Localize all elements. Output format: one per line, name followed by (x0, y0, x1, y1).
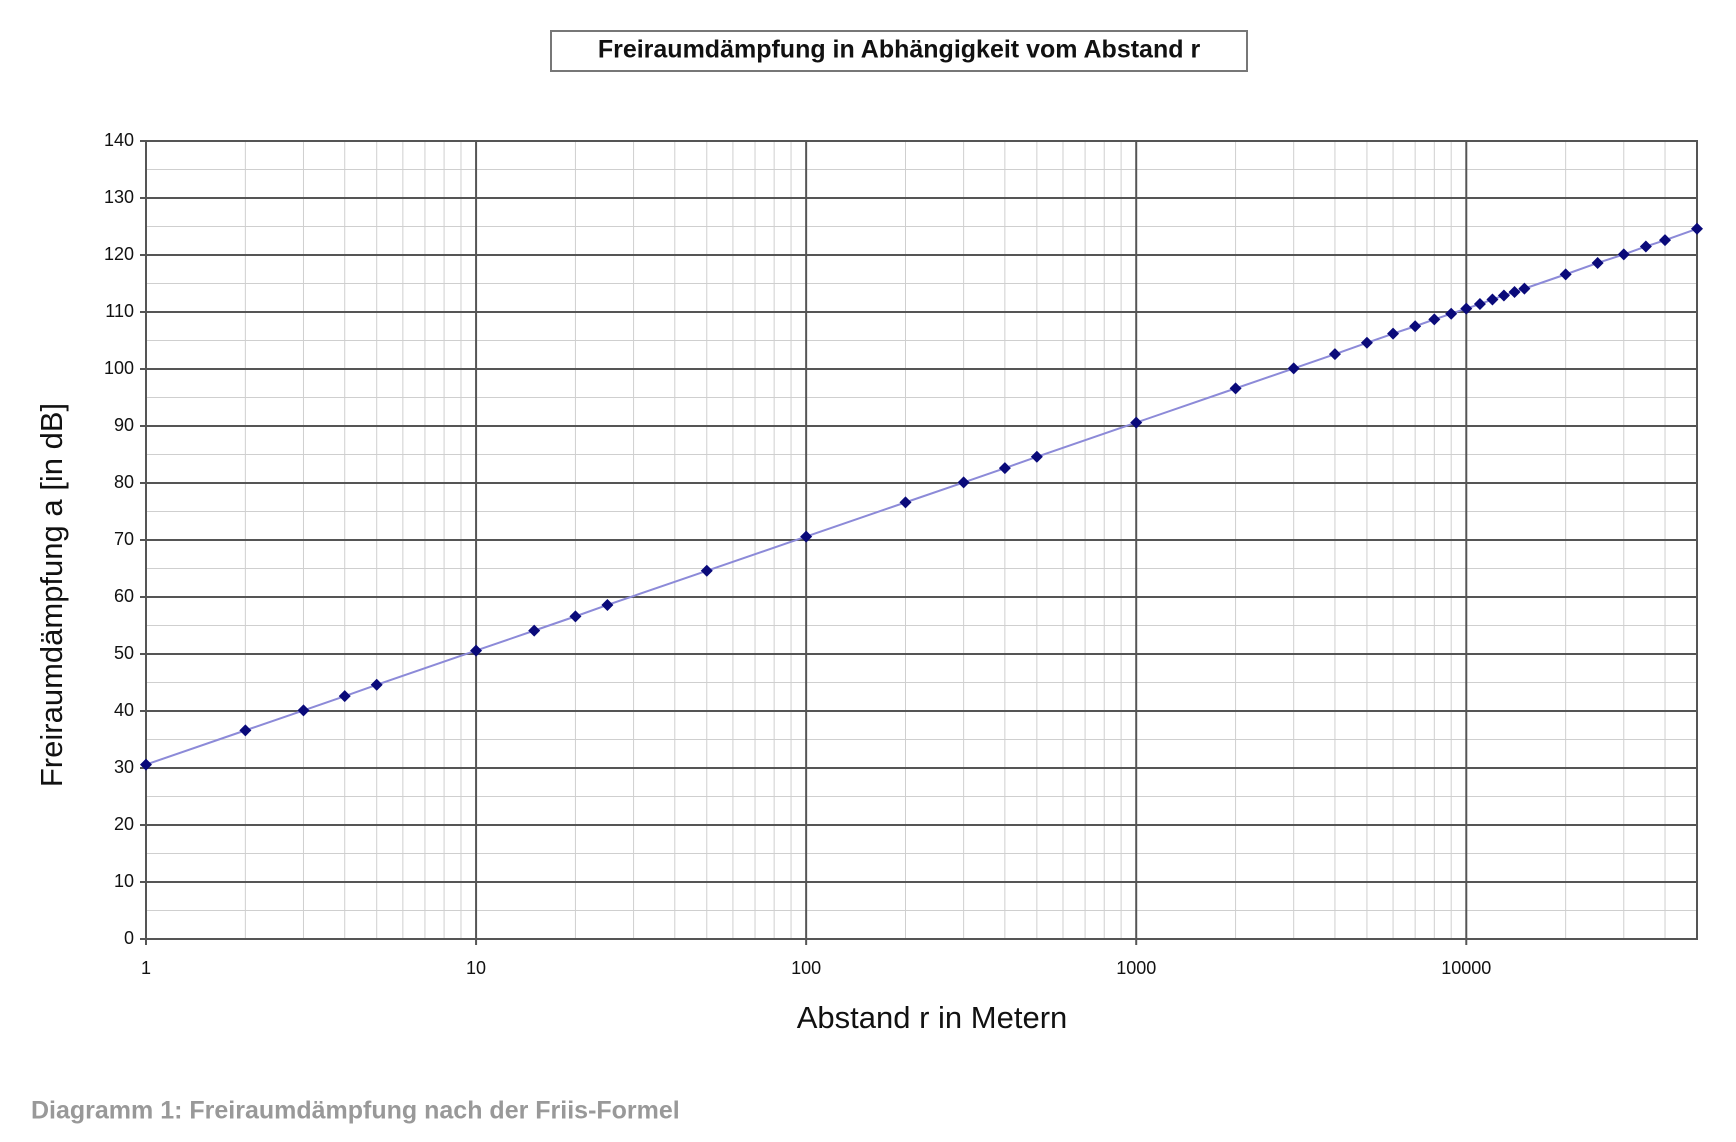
data-point (601, 598, 614, 611)
x-tick-label: 100 (791, 958, 821, 978)
data-point (1691, 222, 1703, 235)
data-point (1486, 293, 1499, 306)
data-point (1639, 240, 1652, 253)
data-point (1591, 256, 1604, 269)
data-point (1659, 234, 1672, 247)
data-point (1473, 298, 1486, 311)
y-tick-label: 70 (114, 529, 134, 549)
y-tick-label: 80 (114, 472, 134, 492)
data-point (1428, 313, 1441, 326)
data-point (1617, 248, 1630, 261)
data-point (1559, 268, 1572, 281)
y-tick-label: 120 (104, 244, 134, 264)
data-point (1328, 348, 1341, 361)
y-tick-label: 140 (104, 130, 134, 150)
data-point (1229, 382, 1242, 395)
title-box (550, 30, 1248, 72)
y-tick-label: 30 (114, 757, 134, 777)
data-point (1387, 327, 1400, 340)
data-point (239, 724, 252, 737)
caption: Diagramm 1: Freiraumdämpfung nach der Fr… (31, 1097, 680, 1125)
data-point (700, 564, 713, 577)
y-tick-label: 0 (124, 928, 134, 948)
x-tick-label: 1000 (1116, 958, 1156, 978)
data-point (370, 678, 383, 691)
data-point (569, 610, 582, 623)
data-point (338, 690, 351, 703)
data-point (1287, 362, 1300, 375)
data-point (998, 462, 1011, 475)
data-point (528, 624, 541, 637)
y-tick-label: 110 (105, 301, 134, 321)
y-tick-label: 20 (114, 814, 134, 834)
y-tick-label: 90 (114, 415, 134, 435)
data-point (800, 530, 813, 543)
x-tick-label: 10000 (1441, 958, 1491, 978)
y-axis-label: Freiraumdämpfung a [in dB] (34, 403, 69, 787)
data-point (1497, 289, 1510, 302)
plot-frame (145, 140, 1698, 940)
y-tick-label: 100 (104, 358, 134, 378)
series-line (145, 227, 1698, 766)
data-point (1460, 302, 1473, 315)
data-point (1518, 282, 1531, 295)
x-axis-label: Abstand r in Metern (797, 1000, 1068, 1035)
y-tick-label: 130 (104, 187, 134, 207)
data-point (140, 758, 152, 771)
y-tick-label: 60 (114, 586, 134, 606)
data-point (1409, 320, 1422, 333)
data-point (470, 644, 483, 657)
data-point (899, 496, 912, 509)
data-point (1030, 450, 1043, 463)
y-tick-label: 50 (114, 643, 134, 663)
y-tick-label: 40 (114, 700, 134, 720)
data-point (1445, 307, 1458, 320)
data-point (1508, 286, 1521, 299)
chart-title: Freiraumdämpfung in Abhängigkeit vom Abs… (598, 36, 1201, 64)
y-tick-label: 10 (114, 871, 134, 891)
x-tick-label: 10 (466, 958, 486, 978)
data-point (297, 704, 310, 717)
data-point (1360, 336, 1373, 349)
data-point (1130, 416, 1143, 429)
x-tick-label: 1 (141, 958, 151, 978)
data-point (957, 476, 970, 489)
